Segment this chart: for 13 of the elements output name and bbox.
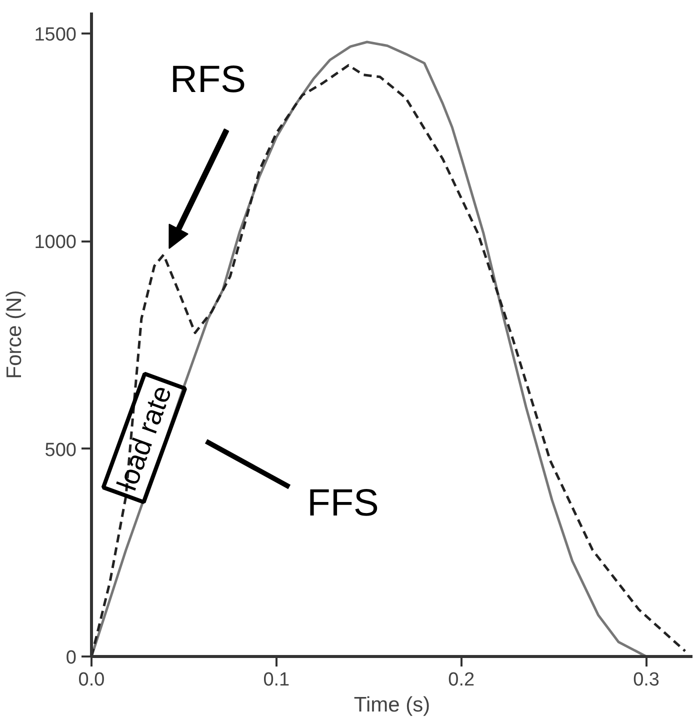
x-tick-label: 0.1 — [263, 670, 290, 690]
y-tick-label: 500 — [44, 440, 76, 461]
y-tick-label: 0 — [66, 648, 77, 668]
x-tick-label: 0.3 — [633, 670, 660, 690]
x-tick-label: 0.2 — [448, 670, 475, 690]
x-axis-title: Time (s) — [354, 694, 430, 716]
x-tick-label: 0.0 — [78, 670, 105, 690]
annotation: load rate — [111, 381, 178, 494]
y-axis-title: Force (N) — [3, 290, 26, 379]
y-tick-label: 1500 — [34, 24, 77, 46]
y-tick-label: 1000 — [34, 232, 77, 254]
annotation: RFS — [170, 59, 246, 101]
annotation: FFS — [307, 482, 379, 525]
